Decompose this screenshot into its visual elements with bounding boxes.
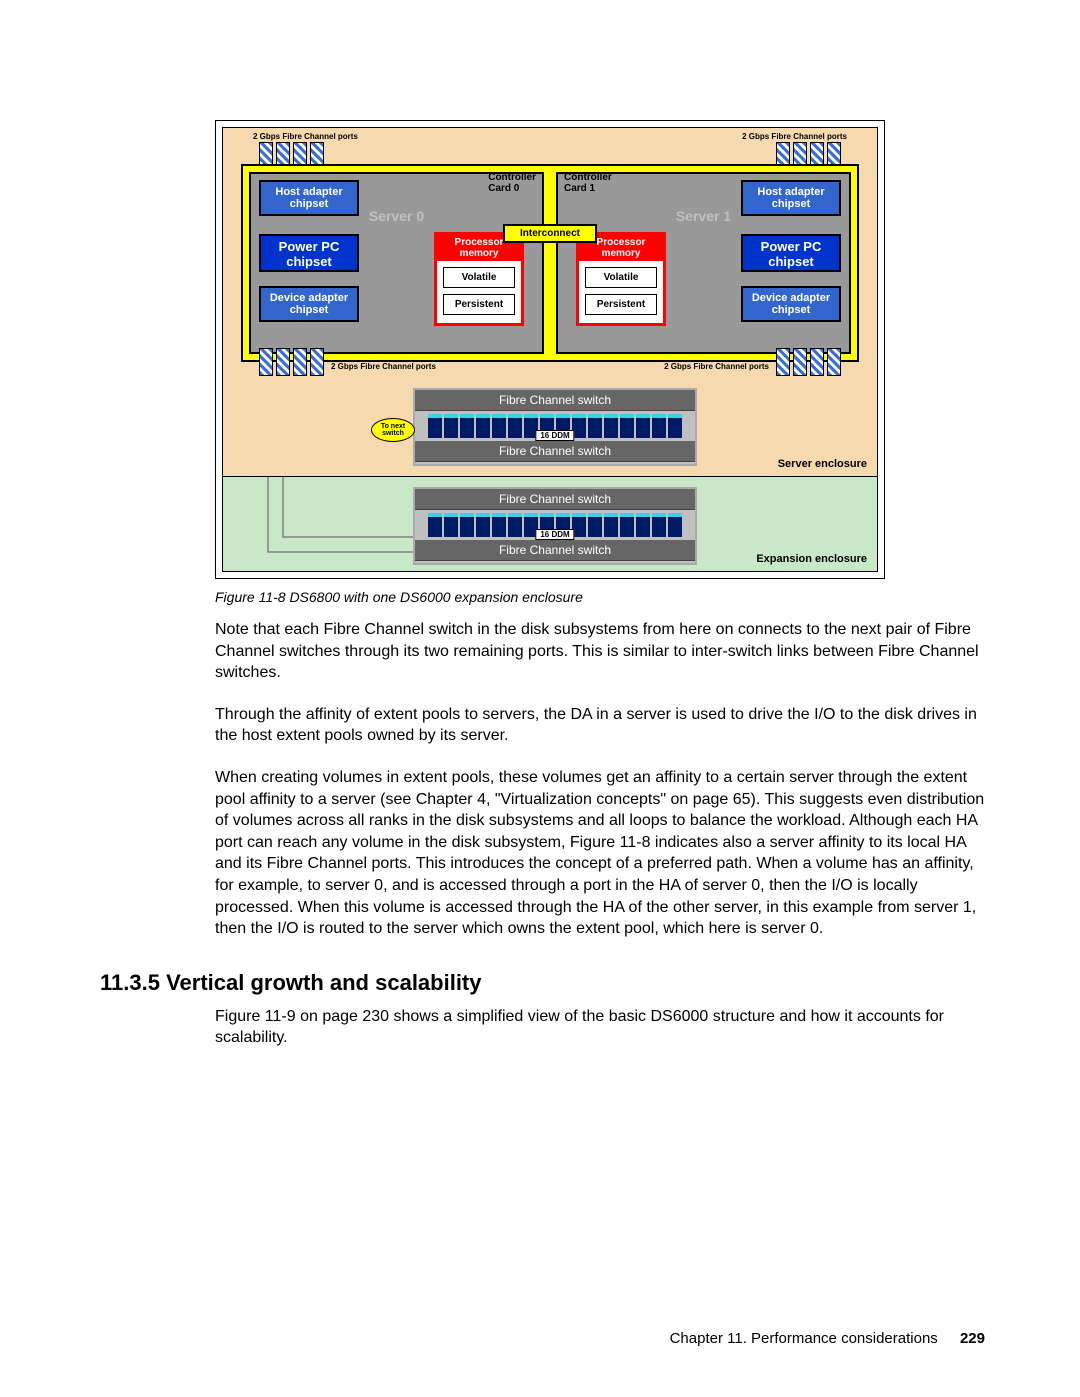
ports-bottom-left — [259, 348, 324, 376]
device-adapter-0: Device adapterchipset — [259, 286, 359, 322]
controller-0-label: ControllerCard 0 — [488, 172, 536, 194]
persistent-0: Persistent — [443, 294, 515, 315]
port-label-top-left: 2 Gbps Fibre Channel ports — [253, 132, 358, 141]
fc-switch-stack-expansion: Fibre Channel switch 16 DDM Fibre Channe… — [413, 487, 697, 565]
paragraph-1: Note that each Fibre Channel switch in t… — [215, 619, 995, 684]
controllers-frame: ControllerCard 0 Server 0 Host adapterch… — [241, 164, 859, 362]
ddm-label-expansion: 16 DDM — [535, 529, 574, 540]
interconnect-label: Interconnect — [503, 224, 597, 243]
persistent-1: Persistent — [585, 294, 657, 315]
body-text-2: Figure 11-9 on page 230 shows a simplifi… — [215, 1006, 995, 1049]
figure-frame: 2 Gbps Fibre Channel ports 2 Gbps Fibre … — [215, 120, 885, 579]
powerpc-0: Power PCchipset — [259, 234, 359, 272]
fc-switch-stack-server: Fibre Channel switch 16 DDM Fibre Channe… — [413, 388, 697, 466]
port-label-bottom-right: 2 Gbps Fibre Channel ports — [664, 362, 769, 371]
fc-switch-row-4: Fibre Channel switch — [415, 540, 695, 561]
port-label-bottom-left: 2 Gbps Fibre Channel ports — [331, 362, 436, 371]
controller-card-1: ControllerCard 1 Server 1 Host adapterch… — [556, 172, 851, 354]
volatile-0: Volatile — [443, 267, 515, 288]
ddm-label-server: 16 DDM — [535, 430, 574, 441]
host-adapter-0: Host adapterchipset — [259, 180, 359, 216]
footer-page-number: 229 — [960, 1330, 985, 1347]
volatile-1: Volatile — [585, 267, 657, 288]
section-heading: 11.3.5 Vertical growth and scalability — [100, 970, 1000, 996]
fc-switch-row-2: Fibre Channel switch — [415, 441, 695, 462]
port-label-top-right: 2 Gbps Fibre Channel ports — [742, 132, 847, 141]
figure-11-8: 2 Gbps Fibre Channel ports 2 Gbps Fibre … — [215, 120, 885, 605]
server-enclosure: 2 Gbps Fibre Channel ports 2 Gbps Fibre … — [222, 127, 878, 477]
ports-bottom-right — [776, 348, 841, 376]
controller-card-0: ControllerCard 0 Server 0 Host adapterch… — [249, 172, 544, 354]
processor-memory-1: Processormemory Volatile Persistent — [576, 232, 666, 326]
figure-caption: Figure 11-8 DS6800 with one DS6000 expan… — [215, 589, 885, 605]
body-text: Note that each Fibre Channel switch in t… — [215, 619, 995, 940]
paragraph-2: Through the affinity of extent pools to … — [215, 704, 995, 747]
processor-memory-0: Processormemory Volatile Persistent — [434, 232, 524, 326]
expansion-enclosure: Fibre Channel switch 16 DDM Fibre Channe… — [222, 477, 878, 572]
fc-switch-row-3: Fibre Channel switch — [415, 489, 695, 510]
to-next-switch-label: To nextswitch — [371, 418, 415, 442]
fc-switch-row-1: Fibre Channel switch — [415, 390, 695, 411]
powerpc-1: Power PCchipset — [741, 234, 841, 272]
paragraph-3: When creating volumes in extent pools, t… — [215, 767, 995, 940]
device-adapter-1: Device adapterchipset — [741, 286, 841, 322]
page: 2 Gbps Fibre Channel ports 2 Gbps Fibre … — [0, 0, 1080, 1397]
controller-1-label: ControllerCard 1 — [564, 172, 612, 194]
expansion-enclosure-label: Expansion enclosure — [756, 553, 867, 565]
paragraph-4: Figure 11-9 on page 230 shows a simplifi… — [215, 1006, 995, 1049]
host-adapter-1: Host adapterchipset — [741, 180, 841, 216]
ddm-row-server: 16 DDM — [415, 411, 695, 441]
ddm-row-expansion: 16 DDM — [415, 510, 695, 540]
server-enclosure-label: Server enclosure — [778, 458, 867, 470]
footer-chapter: Chapter 11. Performance considerations — [670, 1330, 938, 1347]
page-footer: Chapter 11. Performance considerations 2… — [670, 1330, 985, 1347]
